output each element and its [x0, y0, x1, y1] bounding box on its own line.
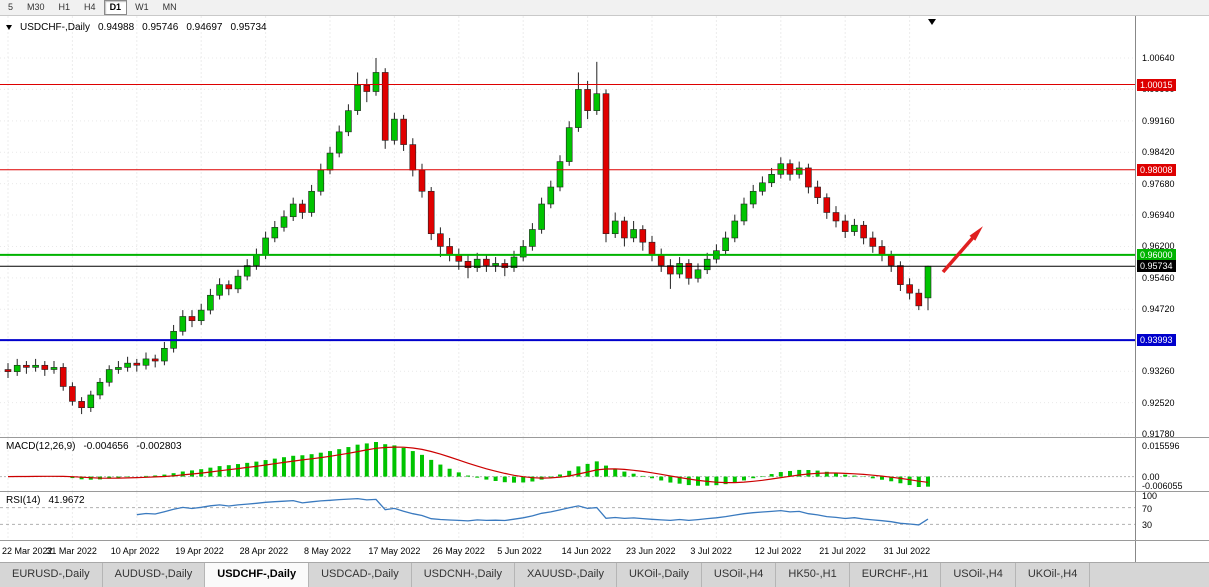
time-axis-label: 5 Jun 2022	[497, 546, 542, 556]
time-axis-label: 21 Jul 2022	[819, 546, 866, 556]
chart-tab-audusd-daily[interactable]: AUDUSD-,Daily	[103, 563, 206, 587]
rsi-panel-separator[interactable]	[0, 491, 1209, 492]
period-button-w1[interactable]: W1	[135, 2, 149, 12]
time-axis-separator	[0, 540, 1209, 541]
time-axis-label: 17 May 2022	[368, 546, 421, 556]
macd-indicator-label: MACD(12,26,9) -0.004656 -0.002803	[6, 441, 182, 452]
rsi-axis-label: 100	[1142, 491, 1158, 501]
time-axis-label: 12 Jul 2022	[754, 546, 802, 556]
price-tick-label: 0.93260	[1142, 366, 1175, 377]
rsi-axis-label: 70	[1142, 503, 1153, 514]
rsi-title: RSI(14)	[6, 495, 41, 506]
chart-tab-usoil-h4[interactable]: USOil-,H4	[702, 563, 777, 587]
rsi-indicator-label: RSI(14) 41.9672	[6, 495, 85, 506]
price-tick-label: 0.97680	[1142, 178, 1175, 189]
price-tick-label: 0.96200	[1142, 241, 1175, 252]
chart-tab-bar: EURUSD-,Daily AUDUSD-,Daily USDCHF-,Daily U…	[0, 562, 1209, 587]
period-button-h1[interactable]: H1	[58, 2, 71, 12]
price-axis-scale[interactable]: 1.006400.999000.991600.984200.976800.969…	[1135, 16, 1209, 562]
period-button-h4[interactable]: H4	[84, 2, 96, 12]
price-tick-label: 0.98420	[1142, 147, 1175, 158]
price-level-badge: 0.96000	[1137, 248, 1176, 261]
price-level-badge: 0.93993	[1137, 334, 1176, 347]
time-axis-label: 10 Apr 2022	[110, 546, 160, 556]
rsi-indicator-canvas[interactable]	[0, 492, 1135, 540]
chart-tab-eurusd-daily[interactable]: EURUSD-,Daily	[0, 563, 103, 587]
macd-title: MACD(12,26,9)	[6, 441, 76, 452]
open-value: 0.94988	[98, 22, 135, 33]
chart-tab-eurchf-h1[interactable]: EURCHF-,H1	[850, 563, 942, 587]
symbol-timeframe-label: USDCHF-,Daily	[20, 22, 90, 33]
price-tick-label: 0.96940	[1142, 210, 1175, 221]
macd-panel-separator[interactable]	[0, 437, 1209, 438]
time-axis-label: 3 Jul 2022	[690, 546, 732, 556]
chart-tab-usdchf-daily[interactable]: USDCHF-,Daily	[205, 563, 310, 587]
time-axis-label: 8 May 2022	[304, 546, 352, 556]
price-tick-label: 1.00640	[1142, 53, 1175, 63]
time-axis-label: 19 Apr 2022	[175, 546, 224, 556]
timeframe-toolbar: 5 M30 H1 H4 D1 W1 MN	[0, 0, 1209, 16]
low-value: 0.94697	[186, 22, 223, 33]
price-tick-label: 0.95460	[1142, 272, 1175, 283]
price-tick-label: 0.94720	[1142, 304, 1175, 315]
macd-axis-label: 0.00	[1142, 471, 1160, 482]
macd-axis-label: -0.006055	[1142, 481, 1183, 491]
chart-tab-xauusd-daily[interactable]: XAUUSD-,Daily	[515, 563, 617, 587]
chart-tab-usdcnh-daily[interactable]: USDCNH-,Daily	[412, 563, 515, 587]
price-level-badge: 0.98008	[1137, 163, 1176, 176]
chart-tab-usdcad-daily[interactable]: USDCAD-,Daily	[309, 563, 412, 587]
price-chart-canvas[interactable]	[0, 16, 1135, 437]
time-axis-label: 31 Mar 2022	[46, 546, 97, 556]
time-axis-label: 31 Jul 2022	[883, 546, 931, 556]
chart-tab-ukoil-h4[interactable]: UKOil-,H4	[1016, 563, 1091, 587]
macd-axis-label: 0.015596	[1142, 441, 1180, 451]
rsi-axis-label: 30	[1142, 520, 1153, 531]
chart-tab-ukoil-daily[interactable]: UKOil-,Daily	[617, 563, 702, 587]
time-axis-label: 14 Jun 2022	[561, 546, 612, 556]
rsi-value: 41.9672	[48, 495, 85, 506]
time-axis-label: 26 May 2022	[432, 546, 485, 556]
period-button-mn[interactable]: MN	[162, 2, 177, 12]
trend-arrow-annotation	[941, 226, 983, 274]
time-axis-label: 22 Mar 2022	[2, 546, 53, 556]
chart-tab-hk50-h1[interactable]: HK50-,H1	[776, 563, 850, 587]
high-value: 0.95746	[142, 22, 179, 33]
period-button-m30[interactable]: M30	[27, 2, 45, 12]
chart-shift-marker-icon[interactable]	[928, 19, 936, 25]
close-value: 0.95734	[230, 22, 267, 33]
period-button-d1[interactable]: D1	[103, 0, 128, 15]
time-axis-label: 28 Apr 2022	[239, 546, 289, 556]
chart-tab-usoil-h4[interactable]: USOil-,H4	[941, 563, 1016, 587]
symbol-dropdown-icon	[6, 25, 12, 30]
time-axis-label: 23 Jun 2022	[626, 546, 676, 556]
time-axis[interactable]: 22 Mar 2022 31 Mar 2022 10 Apr 2022 19 Apr …	[0, 541, 1135, 562]
macd-indicator-canvas[interactable]	[0, 438, 1135, 491]
chart-ohlc-header: USDCHF-,Daily 0.94988 0.95746 0.94697 0.…	[6, 22, 267, 33]
macd-main-value: -0.004656	[83, 441, 129, 452]
price-tick-label: 0.99160	[1142, 115, 1175, 126]
macd-signal-value: -0.002803	[136, 441, 182, 452]
price-tick-label: 0.92520	[1142, 397, 1175, 408]
price-level-badge: 0.95734	[1137, 260, 1176, 273]
price-level-badge: 1.00015	[1137, 78, 1176, 91]
period-button-5[interactable]: 5	[8, 2, 14, 12]
price-tick-label: 0.91780	[1142, 429, 1175, 440]
